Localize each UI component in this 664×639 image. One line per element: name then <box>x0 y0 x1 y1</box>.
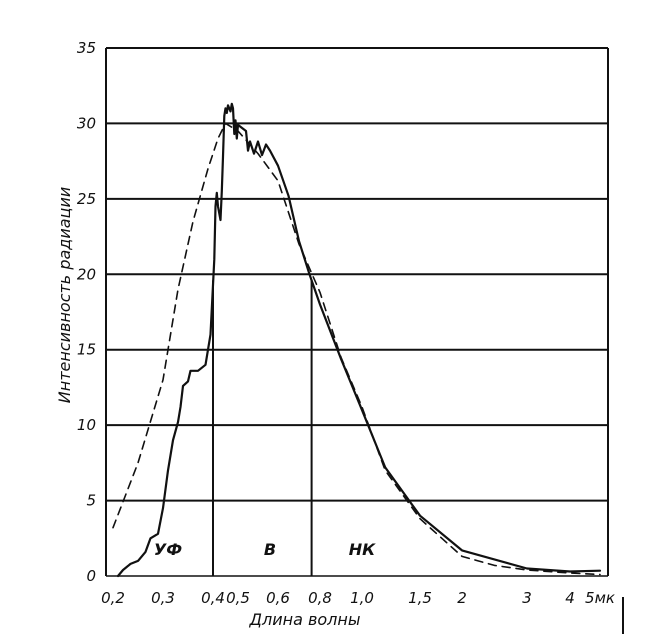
x-tick-label: 2 <box>457 589 467 607</box>
x-tick-label: 0,8 <box>308 589 332 607</box>
y-tick-label: 15 <box>77 341 96 359</box>
y-tick-label: 10 <box>77 416 96 434</box>
y-tick-label: 0 <box>86 567 96 585</box>
x-tick-label: 4 <box>565 589 575 607</box>
x-tick-label: 5мк <box>585 589 615 607</box>
x-axis-title: Длина волны <box>248 610 360 629</box>
y-axis-title: Интенсивность радиации <box>55 187 74 403</box>
x-tick-label: 0,6 <box>266 589 290 607</box>
plot-frame <box>105 48 624 634</box>
x-tick-label: 0,3 <box>151 589 175 607</box>
x-tick-label: 0,5 <box>226 589 250 607</box>
region-label: НК <box>349 540 376 559</box>
series-layer <box>112 102 602 578</box>
grid-layer <box>106 47 608 502</box>
x-tick-label: 1,5 <box>408 589 432 607</box>
y-tick-label: 30 <box>77 114 96 132</box>
x-tick-label: 0,2 <box>101 589 125 607</box>
y-tick-label: 35 <box>77 39 96 57</box>
region-dividers <box>212 280 313 576</box>
y-tick-label: 20 <box>77 265 96 283</box>
x-tick-label: 1,0 <box>350 589 374 607</box>
y-tick-label: 25 <box>77 190 96 208</box>
region-label: В <box>264 540 276 559</box>
solid-series-line <box>116 102 602 578</box>
x-tick-label: 3 <box>522 589 532 607</box>
region-label: УФ <box>154 540 182 559</box>
tick-labels: 0 5 10 15 20 25 30 35 0,2 0,3 0,4 0,5 0,6 0,8 1,0 1,5 2 3… <box>77 39 615 607</box>
region-labels: УФ В НК <box>154 540 376 559</box>
dashed-series-line <box>112 122 601 576</box>
x-tick-label: 0,4 <box>201 589 225 607</box>
y-tick-label: 5 <box>86 492 96 510</box>
